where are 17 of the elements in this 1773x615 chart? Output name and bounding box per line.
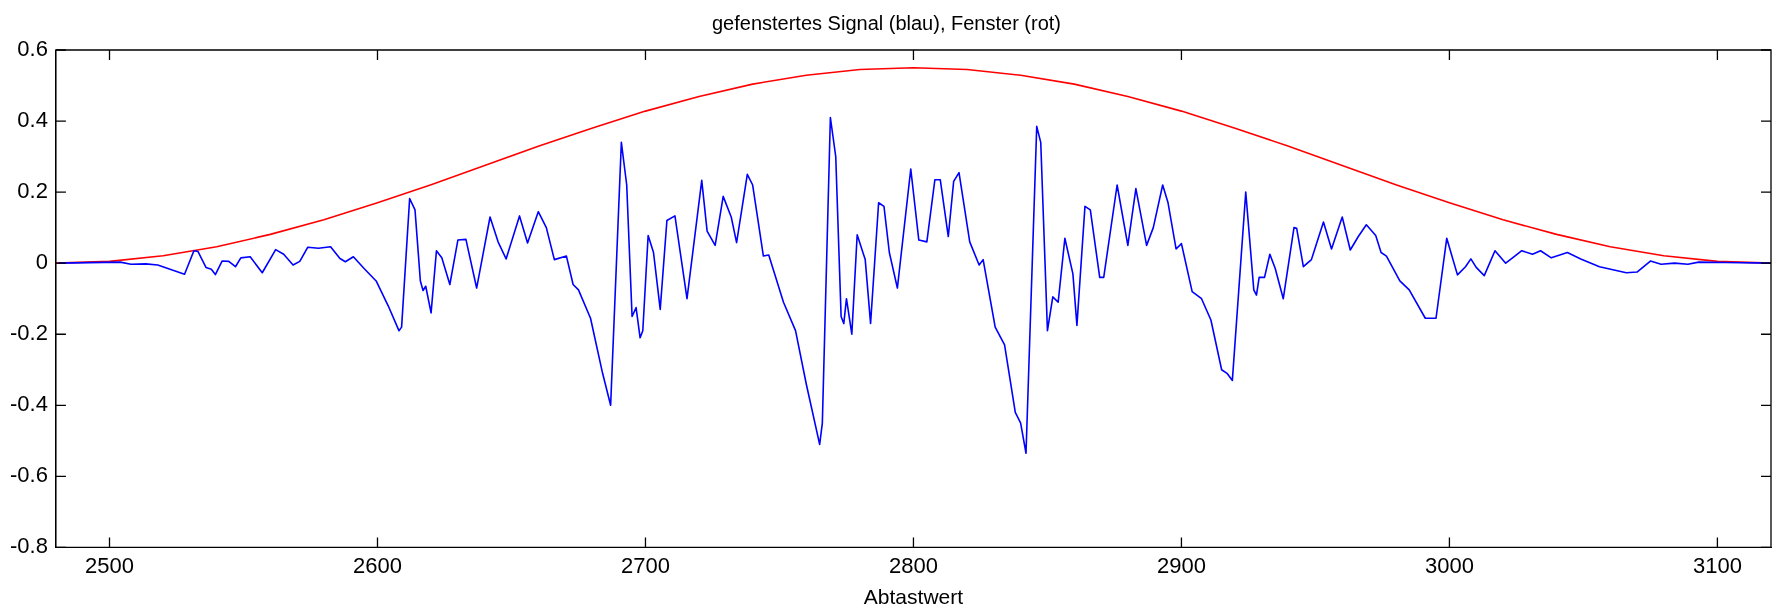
- x-tick-label: 2800: [888, 552, 938, 578]
- x-tick-label: 2700: [621, 552, 670, 578]
- y-tick-label: 0.2: [17, 178, 48, 204]
- x-tick-label: 2500: [85, 552, 134, 578]
- y-tick-label: 0.6: [17, 36, 48, 62]
- chart-title: gefenstertes Signal (blau), Fenster (rot): [711, 11, 1062, 34]
- y-tick-label: 0.4: [17, 107, 48, 133]
- y-tick-label: 0: [35, 249, 48, 275]
- x-axis-title: Abtastwert: [863, 585, 964, 609]
- x-tick-label: 3000: [1424, 552, 1474, 578]
- y-tick-label: -0.6: [9, 462, 48, 488]
- y-tick-label: -0.8: [9, 533, 48, 559]
- x-tick-label: 3100: [1692, 552, 1742, 578]
- y-tick-label: -0.4: [9, 391, 48, 417]
- y-tick-label: -0.2: [9, 320, 48, 346]
- x-tick-label: 2900: [1156, 552, 1206, 578]
- x-tick-label: 2600: [353, 552, 402, 578]
